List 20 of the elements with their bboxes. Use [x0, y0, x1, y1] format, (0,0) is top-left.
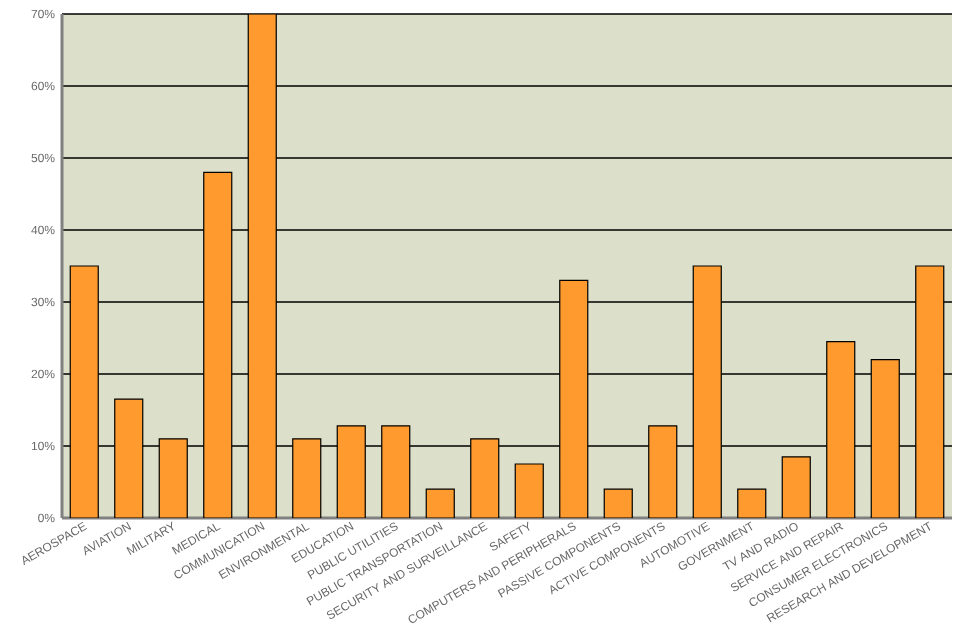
bar — [381, 425, 411, 518]
bar — [158, 438, 188, 518]
bar — [870, 359, 900, 518]
bar — [826, 341, 856, 518]
bar — [336, 425, 366, 518]
bar — [425, 488, 455, 518]
bar — [247, 14, 277, 518]
bar — [470, 438, 500, 518]
bar — [648, 425, 678, 518]
bar — [603, 488, 633, 518]
bar — [692, 265, 722, 518]
bar — [203, 171, 233, 518]
bar — [514, 463, 544, 518]
bar — [114, 398, 144, 518]
bar — [915, 265, 945, 518]
bar — [69, 265, 99, 518]
bar — [781, 456, 811, 518]
bar — [559, 279, 589, 518]
bar — [292, 438, 322, 518]
bar — [737, 488, 767, 518]
